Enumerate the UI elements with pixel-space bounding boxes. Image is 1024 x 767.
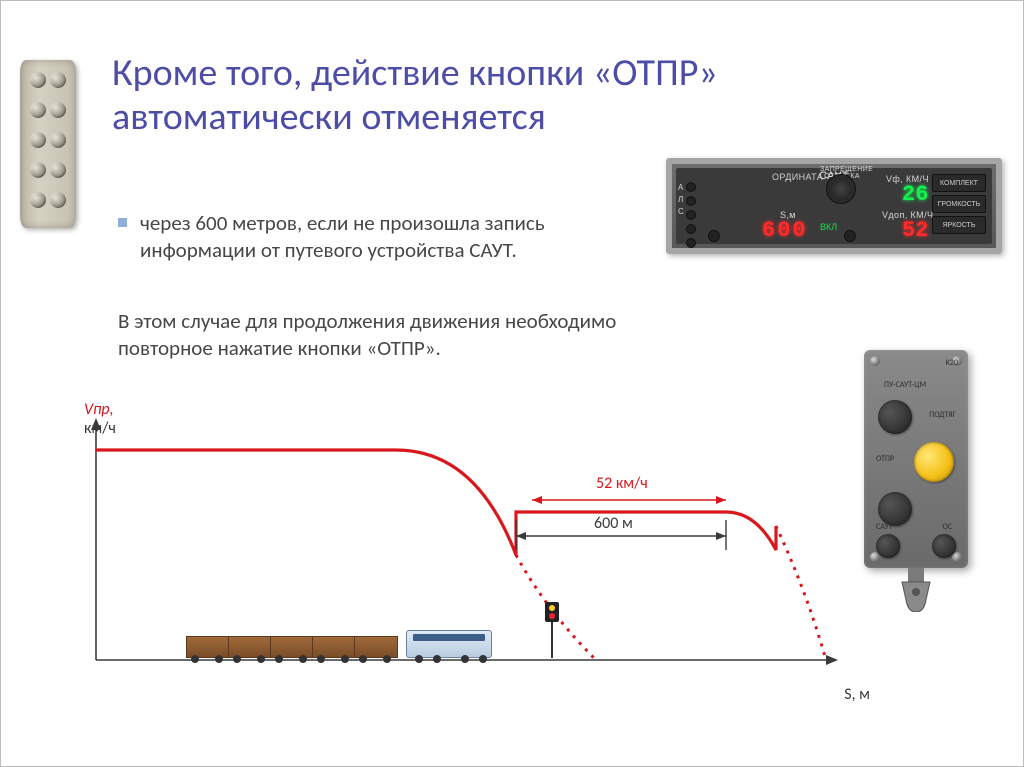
warn-indicator-icon — [826, 174, 856, 204]
speed-distance-chart: Vпр, км/ч S, м 52 км — [96, 420, 836, 700]
bullet-item: через 600 метров, если не произошла запи… — [140, 210, 620, 264]
speed-curve — [96, 450, 776, 555]
cb-label-device: ПУ-САУТ-ЦМ — [884, 380, 926, 390]
cb-btn-label: САУТ — [876, 522, 893, 532]
panel-button[interactable]: КОМПЛЕКТ — [932, 174, 986, 192]
panel-button[interactable]: ЯРКОСТЬ — [932, 216, 986, 234]
annotation-speed: 52 км/ч — [596, 474, 648, 493]
locomotive-icon — [406, 630, 492, 658]
page-title: Кроме того, действие кнопки «ОТПР» автом… — [112, 52, 932, 139]
bullet-marker-icon — [118, 218, 127, 227]
paragraph-text: В этом случае для продолжения движения н… — [118, 308, 623, 362]
panel-button[interactable]: ГРОМКОСТЬ — [932, 195, 986, 213]
cb-btn-label: ПОДТЯГ — [929, 410, 956, 420]
cb-btn-label: ОТПР — [876, 454, 894, 464]
als-led-column — [686, 182, 696, 248]
panel-right-column: КОМПЛЕКТ ГРОМКОСТЬ ЯРКОСТЬ — [932, 174, 986, 234]
control-box: К20 ПУ-САУТ-ЦМ ПОДТЯГ ОТПР САУТ ОС — [864, 350, 968, 568]
control-button[interactable] — [878, 400, 912, 434]
annotation-distance: 600 м — [594, 514, 633, 533]
control-button[interactable] — [876, 534, 900, 558]
control-button[interactable] — [878, 492, 912, 526]
als-label: А Л С — [678, 182, 684, 218]
train-icon — [186, 630, 492, 658]
control-button[interactable] — [932, 534, 956, 558]
bullet-text: через 600 метров, если не произошла запи… — [140, 210, 545, 263]
connector-icon — [898, 568, 934, 612]
vdop-value: 52 — [902, 218, 928, 243]
knob-icon — [844, 230, 856, 242]
cb-btn-label: ОС — [942, 522, 952, 532]
x-axis-label: S, м — [844, 685, 870, 704]
vkl-label: ВКЛ — [820, 222, 837, 232]
vf-value: 26 — [902, 182, 928, 207]
cb-label-top: К20 — [946, 358, 958, 368]
s-value: 600 — [762, 218, 808, 243]
ordinate-label: ОРДИНАТА — [772, 172, 823, 182]
device-strip-icon — [20, 60, 76, 228]
otpr-button[interactable] — [914, 442, 954, 482]
signal-icon — [551, 618, 553, 658]
saut-display-panel: САУТ А Л С ОРДИНАТА ЗАПРЕЩЕНИЕ ОТПУСКА V… — [666, 158, 1002, 254]
speed-curve-dotted — [776, 526, 826, 660]
knob-icon — [708, 230, 720, 242]
